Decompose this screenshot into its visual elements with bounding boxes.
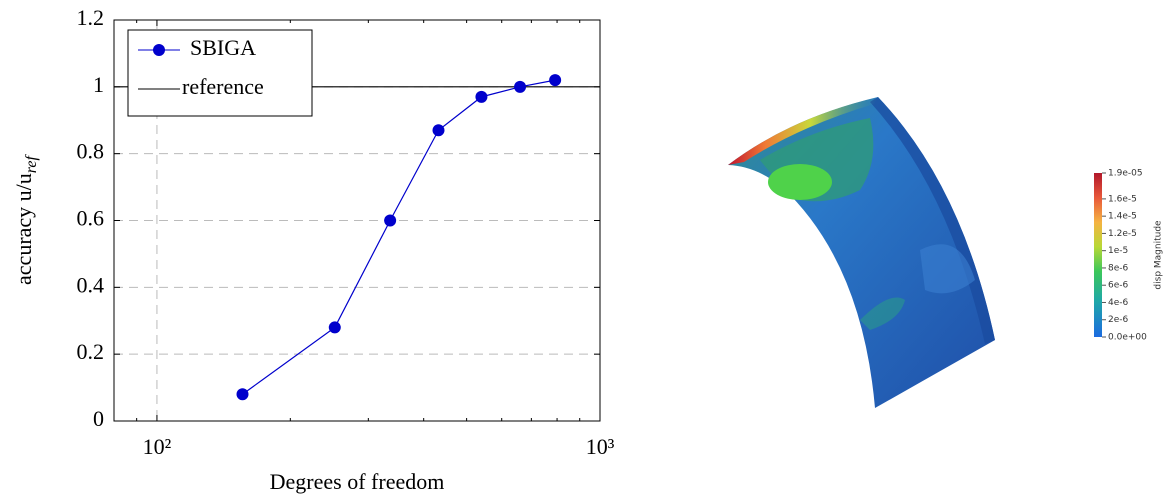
figure: 1.9e-05 1.6e-5 1.4e-5 1.2e-5 1e-5 8e-6 6e-6 4e-… xyxy=(0,0,1172,497)
data-point xyxy=(329,321,341,333)
x-tick-label: 10² xyxy=(143,434,172,459)
colorbar-tick-label: 0.0e+00 xyxy=(1108,333,1147,343)
colorbar-tick-label: 1.6e-5 xyxy=(1108,194,1137,204)
data-point xyxy=(237,388,249,400)
y-tick-label: 0 xyxy=(93,406,104,431)
legend-marker xyxy=(153,44,165,56)
plot: 0 0.2 0.4 0.6 0.8 1 1.2 10² 10³ SBIGA reference xyxy=(77,5,615,459)
x-tick-label: 10³ xyxy=(586,434,615,459)
colorbar-tick-label: 2e-6 xyxy=(1108,315,1129,325)
surface-image xyxy=(728,97,995,408)
y-tick-label: 0.2 xyxy=(77,339,105,364)
colorbar-tick-label: 1.2e-5 xyxy=(1108,229,1137,239)
colorbar-tick-label: 8e-6 xyxy=(1108,263,1129,273)
x-axis-label: Degrees of freedom xyxy=(270,469,445,494)
y-tick-label: 1 xyxy=(93,72,104,97)
colorbar-tick-label: 1.9e-05 xyxy=(1108,169,1143,179)
y-tick-label: 0.4 xyxy=(77,272,105,297)
colorbar-scale xyxy=(1094,173,1102,337)
y-axis-label-main: accuracy u/u xyxy=(11,173,36,285)
legend-label: reference xyxy=(182,74,264,99)
colorbar-tick-label: 1e-5 xyxy=(1108,246,1128,256)
y-tick-label: 0.6 xyxy=(77,206,105,231)
data-point xyxy=(384,215,396,227)
data-point xyxy=(514,81,526,93)
y-tick-label: 0.8 xyxy=(77,139,105,164)
colorbar-tick-label: 1.4e-5 xyxy=(1108,212,1137,222)
y-axis-label-subscript: ref xyxy=(23,153,40,173)
data-point xyxy=(432,124,444,136)
y-tick-label: 1.2 xyxy=(77,5,105,30)
y-axis-label: accuracy u/uref xyxy=(11,153,40,285)
data-point xyxy=(549,74,561,86)
legend: SBIGA reference xyxy=(128,30,312,116)
data-point xyxy=(475,91,487,103)
colorbar-title: disp Magnitude xyxy=(1154,220,1164,290)
colorbar-tick-label: 6e-6 xyxy=(1108,281,1129,291)
legend-label: SBIGA xyxy=(190,35,256,60)
colorbar: 1.9e-05 1.6e-5 1.4e-5 1.2e-5 1e-5 8e-6 6e-6 4e-… xyxy=(1094,169,1164,343)
colorbar-tick-label: 4e-6 xyxy=(1108,298,1129,308)
series-line xyxy=(243,80,556,394)
